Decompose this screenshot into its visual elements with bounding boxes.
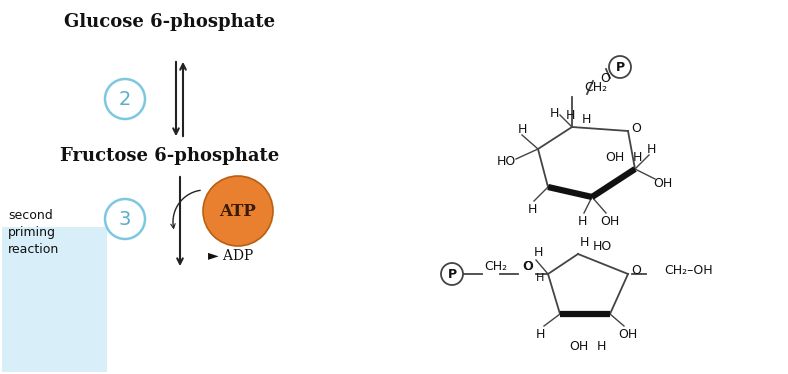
Text: OH: OH (653, 177, 673, 190)
Text: H: H (533, 245, 543, 258)
Text: CH₂: CH₂ (584, 80, 607, 94)
Text: ► ADP: ► ADP (208, 249, 253, 263)
Text: second
priming
reaction: second priming reaction (8, 208, 59, 255)
Text: O: O (631, 264, 641, 276)
Text: O: O (522, 260, 532, 273)
Text: 2: 2 (119, 89, 131, 108)
Text: Glucose 6-phosphate: Glucose 6-phosphate (65, 13, 276, 31)
Text: H: H (527, 202, 537, 215)
Text: O: O (600, 71, 610, 85)
Text: H: H (517, 123, 526, 135)
Text: H: H (597, 340, 606, 353)
Text: H: H (579, 236, 589, 248)
Text: OH: OH (619, 328, 637, 340)
Text: H: H (646, 142, 656, 156)
Text: O: O (631, 122, 641, 135)
Text: HO: HO (496, 154, 515, 168)
Text: Fructose 6-phosphate: Fructose 6-phosphate (61, 147, 280, 165)
Text: H: H (578, 215, 587, 227)
Text: O: O (523, 260, 533, 273)
Text: P: P (448, 267, 456, 280)
Text: CH₂: CH₂ (485, 260, 507, 273)
Text: ATP: ATP (220, 202, 256, 220)
Text: 3: 3 (119, 209, 131, 229)
FancyBboxPatch shape (2, 227, 107, 372)
Text: H: H (565, 108, 574, 122)
Text: OH: OH (600, 215, 619, 227)
Text: OH: OH (570, 340, 589, 353)
Text: HO: HO (593, 239, 611, 252)
Circle shape (203, 176, 273, 246)
Text: P: P (615, 61, 625, 74)
Text: H: H (582, 113, 591, 126)
Text: H: H (535, 328, 545, 340)
Text: OH: OH (605, 150, 625, 163)
Text: H: H (632, 150, 641, 163)
Text: H: H (536, 273, 545, 283)
Text: H: H (549, 107, 559, 120)
Text: CH₂–OH: CH₂–OH (664, 264, 712, 276)
